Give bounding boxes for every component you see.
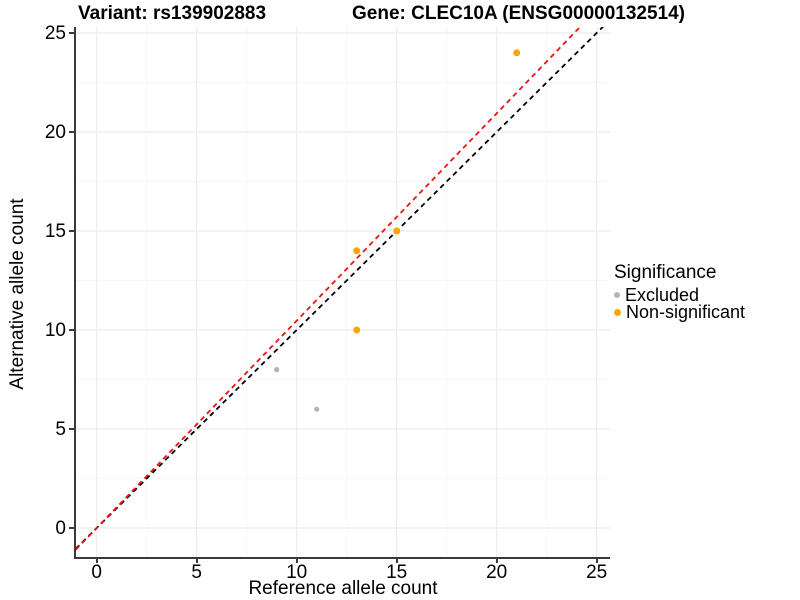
x-axis-label: Reference allele count — [248, 578, 438, 599]
y-tick-mark — [69, 428, 74, 430]
x-tick-label: 10 — [286, 562, 308, 583]
y-tick-mark — [69, 131, 74, 133]
legend-title: Significance — [614, 262, 717, 283]
data-point-non-significant — [513, 49, 521, 57]
x-tick-mark — [195, 558, 198, 563]
y-tick-label: 10 — [44, 320, 66, 341]
x-tick-label: 25 — [586, 562, 608, 583]
x-tick-mark — [495, 558, 498, 563]
legend-item-label: Non-significant — [626, 301, 746, 322]
x-tick-label: 15 — [386, 562, 408, 583]
x-tick-mark — [595, 558, 598, 563]
legend-item-label: Excluded — [625, 284, 700, 305]
y-tick-mark — [69, 329, 74, 331]
gene-title: Gene: CLEC10A (ENSG00000132514) — [352, 3, 686, 24]
legend-items: Excluded Non-significant — [614, 284, 746, 322]
data-point-non-significant — [353, 247, 361, 255]
y-tick-label: 15 — [44, 221, 66, 242]
legend: Significance Excluded Non-significant — [614, 262, 746, 322]
identity-line — [76, 27, 605, 550]
x-tick-label: 0 — [91, 562, 102, 583]
x-tick-mark — [95, 558, 98, 563]
legend-dot-icon — [614, 308, 621, 316]
data-point-non-significant — [353, 326, 361, 334]
y-tick-mark — [69, 230, 74, 232]
y-tick-label: 5 — [55, 419, 66, 440]
data-point-excluded — [274, 367, 280, 373]
variant-title: Variant: rs139902883 — [78, 3, 267, 24]
y-tick-label: 0 — [55, 518, 66, 539]
y-tick-mark — [69, 32, 74, 34]
data-point-excluded — [314, 406, 320, 412]
legend-dot-icon — [614, 292, 620, 298]
expected-line — [76, 27, 582, 551]
y-tick-label: 25 — [44, 23, 66, 44]
y-tick-label: 20 — [44, 122, 66, 143]
data-point-non-significant — [393, 227, 401, 235]
legend-item-non-significant: Non-significant — [614, 301, 746, 322]
legend-item-excluded: Excluded — [614, 284, 745, 305]
x-tick-mark — [295, 558, 298, 563]
x-tick-label: 20 — [486, 562, 508, 583]
y-axis-label: Alternative allele count — [7, 198, 28, 390]
y-tick-mark — [69, 527, 74, 529]
scatter-plot — [76, 27, 610, 557]
x-tick-mark — [395, 558, 398, 563]
plot-panel — [74, 27, 610, 559]
x-tick-label: 5 — [191, 562, 202, 583]
